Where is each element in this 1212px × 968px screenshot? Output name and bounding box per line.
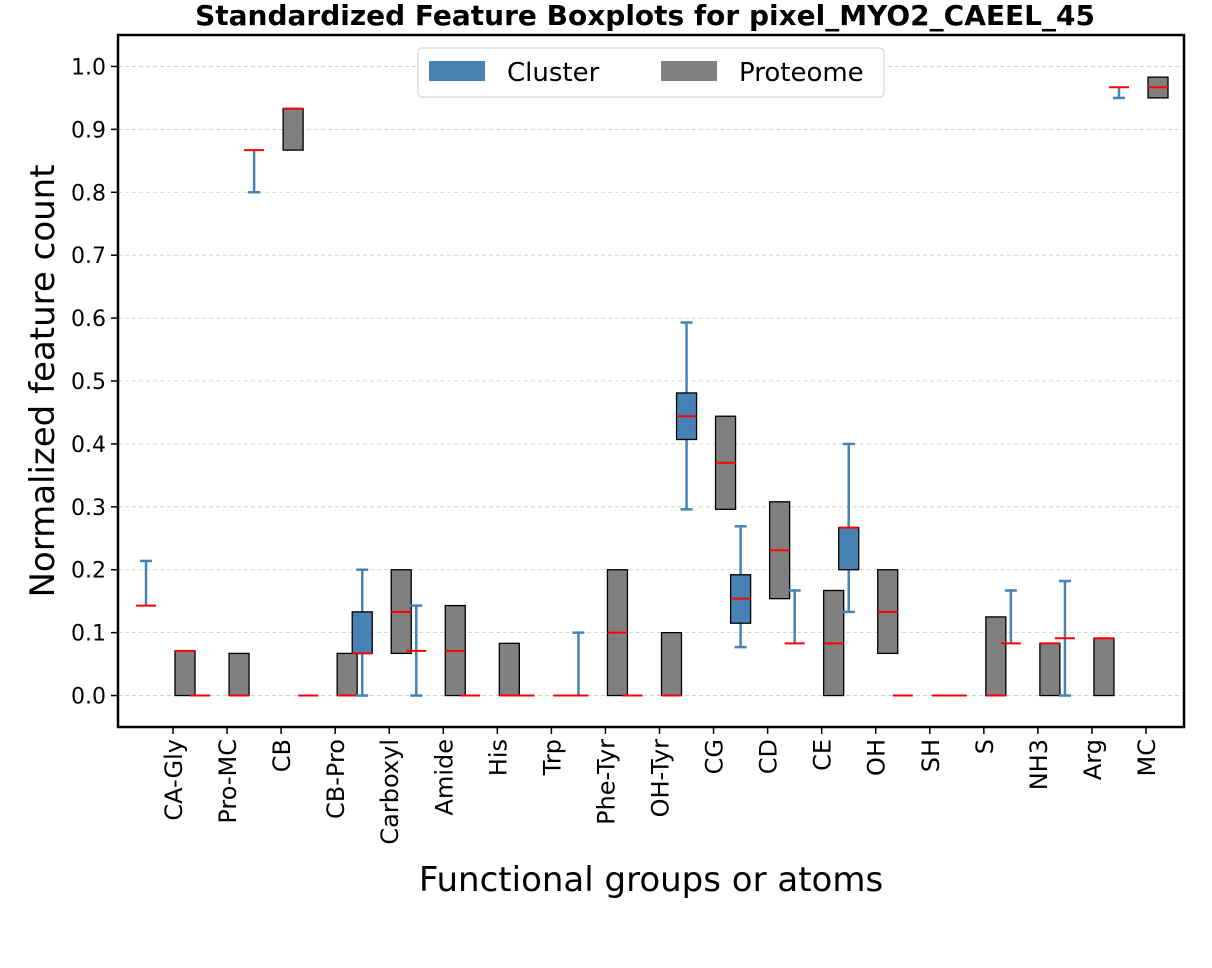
- x-tick-label: CB-Pro: [322, 739, 350, 819]
- proteome-box: [1093, 637, 1115, 697]
- x-tick-label: CG: [701, 739, 729, 774]
- proteome-box: [985, 616, 1007, 697]
- y-tick-label: 0.7: [71, 244, 106, 269]
- proteome-box: [336, 652, 358, 697]
- x-tick-label: Carboxyl: [376, 739, 404, 845]
- y-tick-label: 0.8: [71, 181, 106, 206]
- y-tick-label: 0.5: [71, 370, 106, 395]
- legend: Cluster Proteome: [417, 47, 885, 98]
- x-tick-label: MC: [1133, 739, 1161, 776]
- proteome-box: [282, 107, 304, 151]
- x-tick-label: His: [484, 739, 512, 776]
- legend-frame: [417, 47, 885, 98]
- axes-frame: [116, 33, 1186, 729]
- y-tick-label: 0.3: [71, 496, 106, 521]
- proteome-box: [660, 631, 683, 697]
- x-tick-label: CD: [755, 739, 783, 774]
- x-tick-label: CE: [809, 739, 837, 771]
- x-tick-label: NH3: [1025, 739, 1053, 790]
- legend-label-proteome: Proteome: [739, 58, 864, 88]
- chart-title: Standardized Feature Boxplots for pixel_…: [195, 0, 1095, 32]
- x-tick-label: Pro-MC: [214, 739, 242, 824]
- y-tick-label: 0.9: [71, 118, 106, 143]
- y-tick-label: 0.6: [71, 307, 106, 332]
- y-tick-label: 0.4: [71, 433, 106, 458]
- cluster-box: [838, 526, 860, 571]
- x-axis-ticks: CA-Gly Pro-MC CB CB-Pro Carboxyl Amide His Trp P…: [160, 727, 1161, 845]
- y-tick-label: 0.0: [71, 685, 106, 710]
- y-tick-label: 0.2: [71, 559, 106, 584]
- x-tick-label: Amide: [430, 739, 458, 815]
- x-tick-label: OH: [863, 739, 891, 776]
- x-tick-label: Trp: [538, 739, 566, 776]
- x-axis-label: Functional groups or atoms: [419, 860, 883, 900]
- x-tick-label: CB: [268, 739, 296, 772]
- x-tick-label: OH-Tyr: [647, 739, 675, 818]
- gridlines: [118, 66, 1184, 696]
- legend-swatch-cluster: [429, 61, 485, 81]
- x-tick-label: CA-Gly: [160, 739, 188, 821]
- legend-swatch-proteome: [661, 61, 717, 81]
- proteome-box: [1039, 642, 1061, 697]
- plot-area: [136, 76, 1169, 697]
- legend-label-cluster: Cluster: [507, 58, 600, 88]
- x-tick-label: S: [971, 739, 999, 754]
- y-tick-label: 0.1: [71, 622, 106, 647]
- x-tick-label: SH: [917, 739, 945, 772]
- y-axis-label: Normalized feature count: [23, 164, 63, 597]
- y-axis-ticks: 0.0 0.1 0.2 0.3 0.4 0.5 0.6 0.7 0.8 0.9 1.0: [71, 55, 118, 710]
- proteome-box: [228, 652, 250, 697]
- proteome-box: [498, 642, 520, 697]
- proteome-box: [174, 650, 196, 697]
- y-tick-label: 1.0: [71, 55, 106, 80]
- x-tick-label: Arg: [1079, 739, 1107, 780]
- cluster-box: [351, 611, 373, 655]
- x-tick-label: Phe-Tyr: [592, 739, 620, 825]
